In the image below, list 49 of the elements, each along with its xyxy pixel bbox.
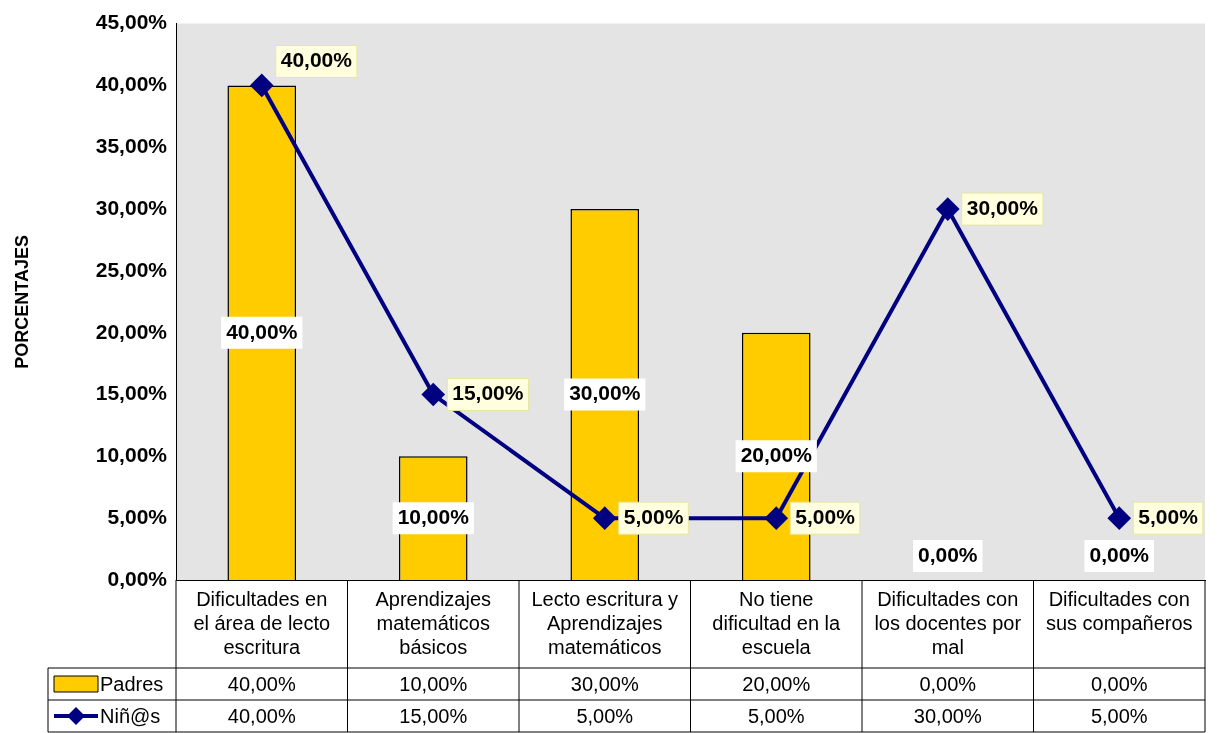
x-tick-label: Aprendizajes matemáticos básicos [375, 587, 492, 658]
text: 10,00% [397, 504, 469, 528]
x-tick-label: Dificultades con los docentes por mal [874, 587, 1022, 658]
x-tick-label: Lecto escritura y Aprendizajes matemáticos [531, 587, 679, 658]
x-tick-label: No tiene dificultad en la escuela [712, 587, 842, 658]
data-label: 15,00% [399, 704, 468, 727]
data-label: 5,00% [1090, 704, 1148, 727]
y-tick-label: 25,00% [95, 257, 168, 281]
text: 5,00% [623, 504, 684, 528]
data-label: 10,00% [399, 672, 468, 695]
point [1108, 507, 1131, 530]
data-label: 0,00% [1090, 672, 1148, 695]
data-label: 20,00% [742, 672, 811, 695]
text: 40,00% [280, 48, 352, 72]
text: 30,00% [569, 381, 641, 405]
y-tick-label: 45,00% [95, 10, 168, 34]
legend-label: Niñ@s [100, 704, 161, 727]
data-label: 30,00% [570, 672, 639, 695]
y-tick-label: 30,00% [95, 195, 168, 219]
point [765, 507, 788, 530]
y-tick-label: 0,00% [107, 566, 168, 590]
data-label: 5,00% [576, 704, 634, 727]
legend-label: Padres [100, 672, 164, 695]
y-tick-label: 5,00% [107, 504, 168, 528]
point [422, 383, 445, 406]
x-tick-label: Dificultades con sus compañeros [1045, 587, 1193, 634]
y-tick-label: 15,00% [95, 381, 168, 405]
text: 20,00% [740, 443, 812, 467]
data-label: 40,00% [227, 672, 296, 695]
data-label: 30,00% [913, 704, 982, 727]
text: 0,00% [917, 542, 978, 566]
data-label: 5,00% [747, 704, 805, 727]
text: 0,00% [1089, 542, 1150, 566]
text: 5,00% [795, 504, 855, 528]
y-tick-label: 35,00% [95, 134, 168, 158]
text: 15,00% [452, 381, 524, 405]
y-tick-label: 40,00% [95, 72, 168, 96]
x-tick-label: Dificultades en el área de lecto escritura [193, 587, 331, 658]
y-tick-label: 10,00% [95, 443, 168, 467]
text: 5,00% [1138, 504, 1198, 528]
point [593, 507, 616, 530]
point [936, 198, 959, 221]
y-axis-title: PORCENTAJES [11, 234, 32, 369]
data-label: 40,00% [227, 704, 296, 727]
data-label: 0,00% [919, 672, 977, 695]
point [250, 74, 273, 97]
text: 30,00% [966, 195, 1038, 219]
y-tick-label: 20,00% [95, 319, 168, 343]
text: 40,00% [226, 319, 298, 343]
